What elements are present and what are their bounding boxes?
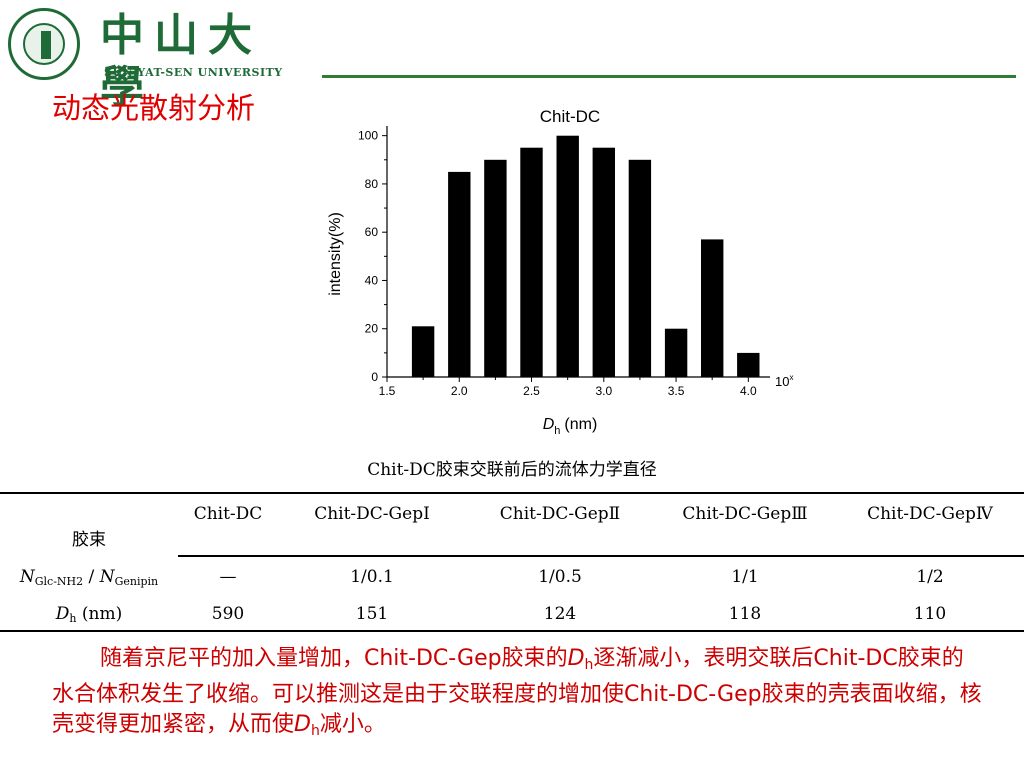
row-label-ratio: NGlc-NH2 / NGenipin	[19, 567, 159, 588]
column-header: Chit-DC-GepⅢ	[682, 504, 808, 524]
chart-title: Chit-DC	[540, 107, 600, 126]
x-tick-label: 2.0	[451, 384, 468, 398]
y-tick-label: 100	[358, 129, 378, 143]
x-tick-label: 3.0	[595, 384, 612, 398]
table-cell: —	[219, 567, 237, 587]
bar-chart: Chit-DC 1.5 2.0 2.5 3.0 3.5 4.0 020406080100 …	[327, 107, 793, 437]
bar	[556, 135, 579, 377]
bar	[737, 352, 760, 377]
bar	[484, 159, 507, 377]
y-tick-label: 0	[371, 370, 378, 384]
y-tick-label: 80	[365, 177, 379, 191]
table-cell: 124	[543, 604, 577, 624]
y-tick-label: 60	[365, 225, 379, 239]
section-title: 动态光散射分析	[52, 91, 256, 125]
table-cell: 1/1	[731, 567, 759, 587]
column-header: Chit-DC-GepⅣ	[867, 504, 993, 524]
y-tick-label: 20	[365, 322, 379, 336]
university-emblem-icon	[8, 8, 80, 80]
bar	[592, 147, 615, 377]
table-caption: Chit-DC胶束交联前后的流体力学直径	[367, 460, 657, 480]
y-axis-label: intensity(%)	[327, 212, 344, 296]
x-scale-note: 10x	[775, 373, 793, 389]
table-corner-label: 胶束	[72, 530, 106, 550]
y-ticks: 0 20 40 60 80 100	[358, 129, 387, 384]
column-header: Chit-DC	[193, 504, 263, 524]
bar	[664, 328, 688, 377]
table-cell: 118	[728, 604, 762, 624]
bar	[520, 147, 543, 377]
row-label-dh: Dh (nm)	[55, 604, 123, 625]
x-tick-label: 1.5	[379, 384, 396, 398]
table-top-rule	[0, 492, 1024, 494]
column-header: Chit-DC-GepⅠ	[314, 504, 430, 524]
table-cell: 590	[211, 604, 245, 624]
bar	[701, 239, 724, 377]
bars-group	[411, 135, 760, 377]
university-name-en: SUN YAT-SEN UNIVERSITY	[104, 66, 283, 79]
header-divider	[322, 75, 1016, 78]
y-tick-label: 40	[365, 273, 379, 287]
table-bottom-rule	[0, 630, 1024, 632]
table-cell: 1/0.5	[538, 567, 582, 587]
x-tick-label: 2.5	[523, 384, 540, 398]
table-cell: 151	[355, 604, 389, 624]
x-axis-label: Dh (nm)	[543, 416, 598, 437]
bar	[628, 159, 652, 377]
x-ticks: 1.5 2.0 2.5 3.0 3.5 4.0	[379, 377, 757, 398]
university-name-cn: 中山大學	[100, 10, 262, 113]
table-cell: 1/0.1	[350, 567, 394, 587]
x-tick-label: 3.5	[668, 384, 685, 398]
conclusion-paragraph: 随着京尼平的加入量增加，Chit-DC-Gep胶束的Dh逐渐减小，表明交联后Ch…	[52, 646, 982, 739]
university-logo: 中山大學 SUN YAT-SEN UNIVERSITY	[4, 4, 294, 113]
bar	[411, 326, 435, 377]
column-header: Chit-DC-GepⅡ	[499, 504, 621, 524]
table-header-rule	[178, 555, 1024, 557]
x-tick-label: 4.0	[740, 384, 757, 398]
table-cell: 1/2	[916, 567, 944, 587]
table-cell: 110	[913, 604, 947, 624]
bar	[448, 171, 471, 377]
